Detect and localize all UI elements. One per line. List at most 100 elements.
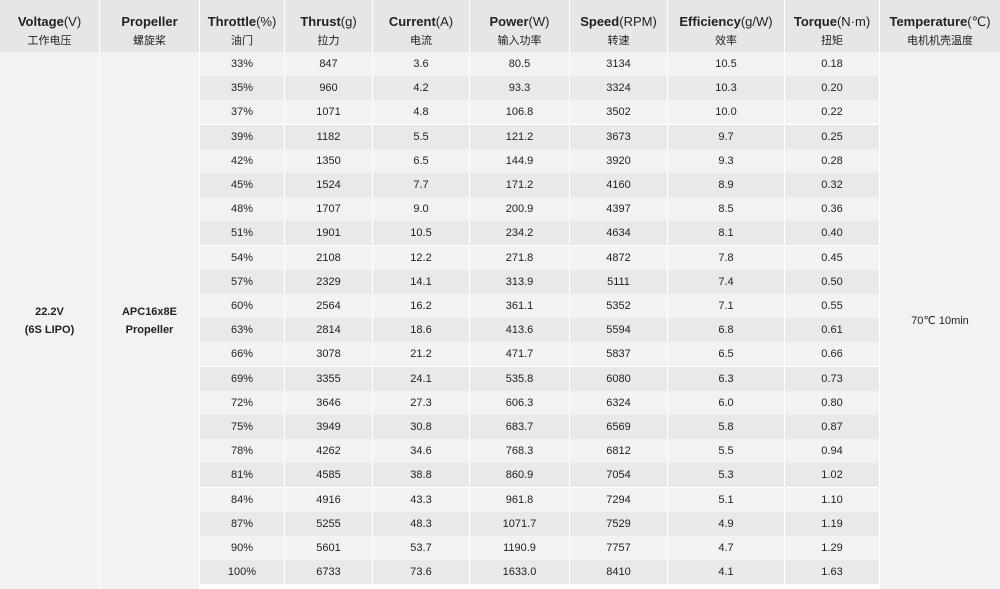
cell-power: 80.5 xyxy=(470,52,570,76)
header-thrust: Thrust(g) 拉力 xyxy=(285,0,373,52)
propeller-cell: APC16x8E Propeller xyxy=(100,52,200,589)
cell-torque: 0.18 xyxy=(785,52,880,76)
cell-efficiency: 8.1 xyxy=(668,221,785,246)
cell-thrust: 2108 xyxy=(285,245,373,270)
cell-current: 16.2 xyxy=(373,294,470,318)
cell-thrust: 1182 xyxy=(285,124,373,149)
cell-throttle: 48% xyxy=(200,197,285,222)
cell-speed: 4160 xyxy=(570,173,668,197)
cell-power: 961.8 xyxy=(470,487,570,512)
cell-speed: 5594 xyxy=(570,318,668,343)
voltage-battery: (6S LIPO) xyxy=(24,323,75,336)
cell-power: 171.2 xyxy=(470,173,570,197)
table-row: 37% 1071 4.8 106.8 3502 10.0 0.22 xyxy=(200,100,880,125)
cell-current: 7.7 xyxy=(373,173,470,197)
header-temperature-unit: (℃) xyxy=(967,14,991,29)
cell-throttle: 69% xyxy=(200,366,285,391)
header-torque-label: Torque xyxy=(793,14,837,29)
header-efficiency-cn: 效率 xyxy=(715,35,737,47)
cell-current: 48.3 xyxy=(373,511,470,536)
cell-current: 30.8 xyxy=(373,415,470,439)
table-row: 78% 4262 34.6 768.3 6812 5.5 0.94 xyxy=(200,439,880,464)
cell-torque: 0.94 xyxy=(785,439,880,464)
header-throttle-label: Throttle xyxy=(207,14,257,29)
header-voltage-cn: 工作电压 xyxy=(27,35,72,47)
cell-thrust: 4916 xyxy=(285,487,373,512)
header-temperature: Temperature(℃) 电机机壳温度 xyxy=(880,0,1000,52)
cell-throttle: 90% xyxy=(200,536,285,560)
header-speed-label: Speed xyxy=(580,14,620,29)
cell-speed: 3502 xyxy=(570,100,668,125)
cell-thrust: 3646 xyxy=(285,390,373,415)
cell-throttle: 57% xyxy=(200,269,285,294)
cell-speed: 3920 xyxy=(570,148,668,173)
cell-current: 10.5 xyxy=(373,221,470,246)
header-power-cn: 输入功率 xyxy=(497,35,542,47)
cell-power: 471.7 xyxy=(470,342,570,367)
cell-torque: 1.10 xyxy=(785,487,880,512)
cell-current: 5.5 xyxy=(373,124,470,149)
cell-efficiency: 5.8 xyxy=(668,415,785,439)
cell-efficiency: 6.5 xyxy=(668,342,785,367)
cell-efficiency: 7.1 xyxy=(668,294,785,318)
table-row: 51% 1901 10.5 234.2 4634 8.1 0.40 xyxy=(200,221,880,246)
cell-torque: 0.73 xyxy=(785,366,880,391)
cell-current: 27.3 xyxy=(373,390,470,415)
cell-power: 361.1 xyxy=(470,294,570,318)
header-efficiency-unit: (g/W) xyxy=(740,14,773,29)
cell-speed: 6569 xyxy=(570,415,668,439)
cell-throttle: 81% xyxy=(200,463,285,488)
table-row: 90% 5601 53.7 1190.9 7757 4.7 1.29 xyxy=(200,536,880,560)
header-torque-cn: 扭矩 xyxy=(821,35,843,47)
temperature-value: 70℃ 10min xyxy=(911,314,969,327)
cell-current: 6.5 xyxy=(373,148,470,173)
cell-throttle: 100% xyxy=(200,560,285,585)
cell-throttle: 75% xyxy=(200,415,285,439)
cell-thrust: 3355 xyxy=(285,366,373,391)
cell-throttle: 63% xyxy=(200,318,285,343)
cell-throttle: 60% xyxy=(200,294,285,318)
header-voltage-label: Voltage xyxy=(17,14,64,29)
cell-thrust: 6733 xyxy=(285,560,373,585)
cell-torque: 0.50 xyxy=(785,269,880,294)
cell-speed: 7757 xyxy=(570,536,668,560)
table-row: 33% 847 3.6 80.5 3134 10.5 0.18 xyxy=(200,52,880,76)
cell-speed: 4634 xyxy=(570,221,668,246)
cell-current: 38.8 xyxy=(373,463,470,488)
table-row: 42% 1350 6.5 144.9 3920 9.3 0.28 xyxy=(200,148,880,173)
cell-current: 4.8 xyxy=(373,100,470,125)
header-speed-cn: 转速 xyxy=(607,35,630,47)
cell-speed: 8410 xyxy=(570,560,668,585)
cell-power: 271.8 xyxy=(470,245,570,270)
cell-efficiency: 10.3 xyxy=(668,76,785,101)
header-propeller-label: Propeller xyxy=(121,14,178,29)
cell-current: 9.0 xyxy=(373,197,470,222)
header-temperature-cn: 电机机壳温度 xyxy=(907,35,973,47)
header-throttle-cn: 油门 xyxy=(231,35,253,47)
cell-torque: 0.45 xyxy=(785,245,880,270)
header-propeller: Propeller 螺旋桨 xyxy=(100,0,200,52)
cell-power: 860.9 xyxy=(470,463,570,488)
cell-torque: 0.25 xyxy=(785,124,880,149)
cell-throttle: 39% xyxy=(200,124,285,149)
cell-current: 3.6 xyxy=(373,52,470,76)
cell-throttle: 72% xyxy=(200,390,285,415)
table-row: 100% 6733 73.6 1633.0 8410 4.1 1.63 xyxy=(200,560,880,585)
cell-current: 24.1 xyxy=(373,366,470,391)
header-efficiency: Efficiency(g/W) 效率 xyxy=(668,0,785,52)
cell-thrust: 4585 xyxy=(285,463,373,488)
cell-power: 93.3 xyxy=(470,76,570,101)
cell-speed: 5837 xyxy=(570,342,668,367)
cell-speed: 7054 xyxy=(570,463,668,488)
header-temperature-label: Temperature xyxy=(889,14,968,29)
cell-power: 106.8 xyxy=(470,100,570,125)
cell-throttle: 78% xyxy=(200,439,285,464)
header-propeller-cn: 螺旋桨 xyxy=(133,35,166,47)
propeller-label: Propeller xyxy=(125,323,174,336)
header-current-cn: 电流 xyxy=(410,35,432,47)
cell-thrust: 1071 xyxy=(285,100,373,125)
table-row: 60% 2564 16.2 361.1 5352 7.1 0.55 xyxy=(200,294,880,318)
cell-speed: 3324 xyxy=(570,76,668,101)
cell-throttle: 54% xyxy=(200,245,285,270)
cell-current: 14.1 xyxy=(373,269,470,294)
